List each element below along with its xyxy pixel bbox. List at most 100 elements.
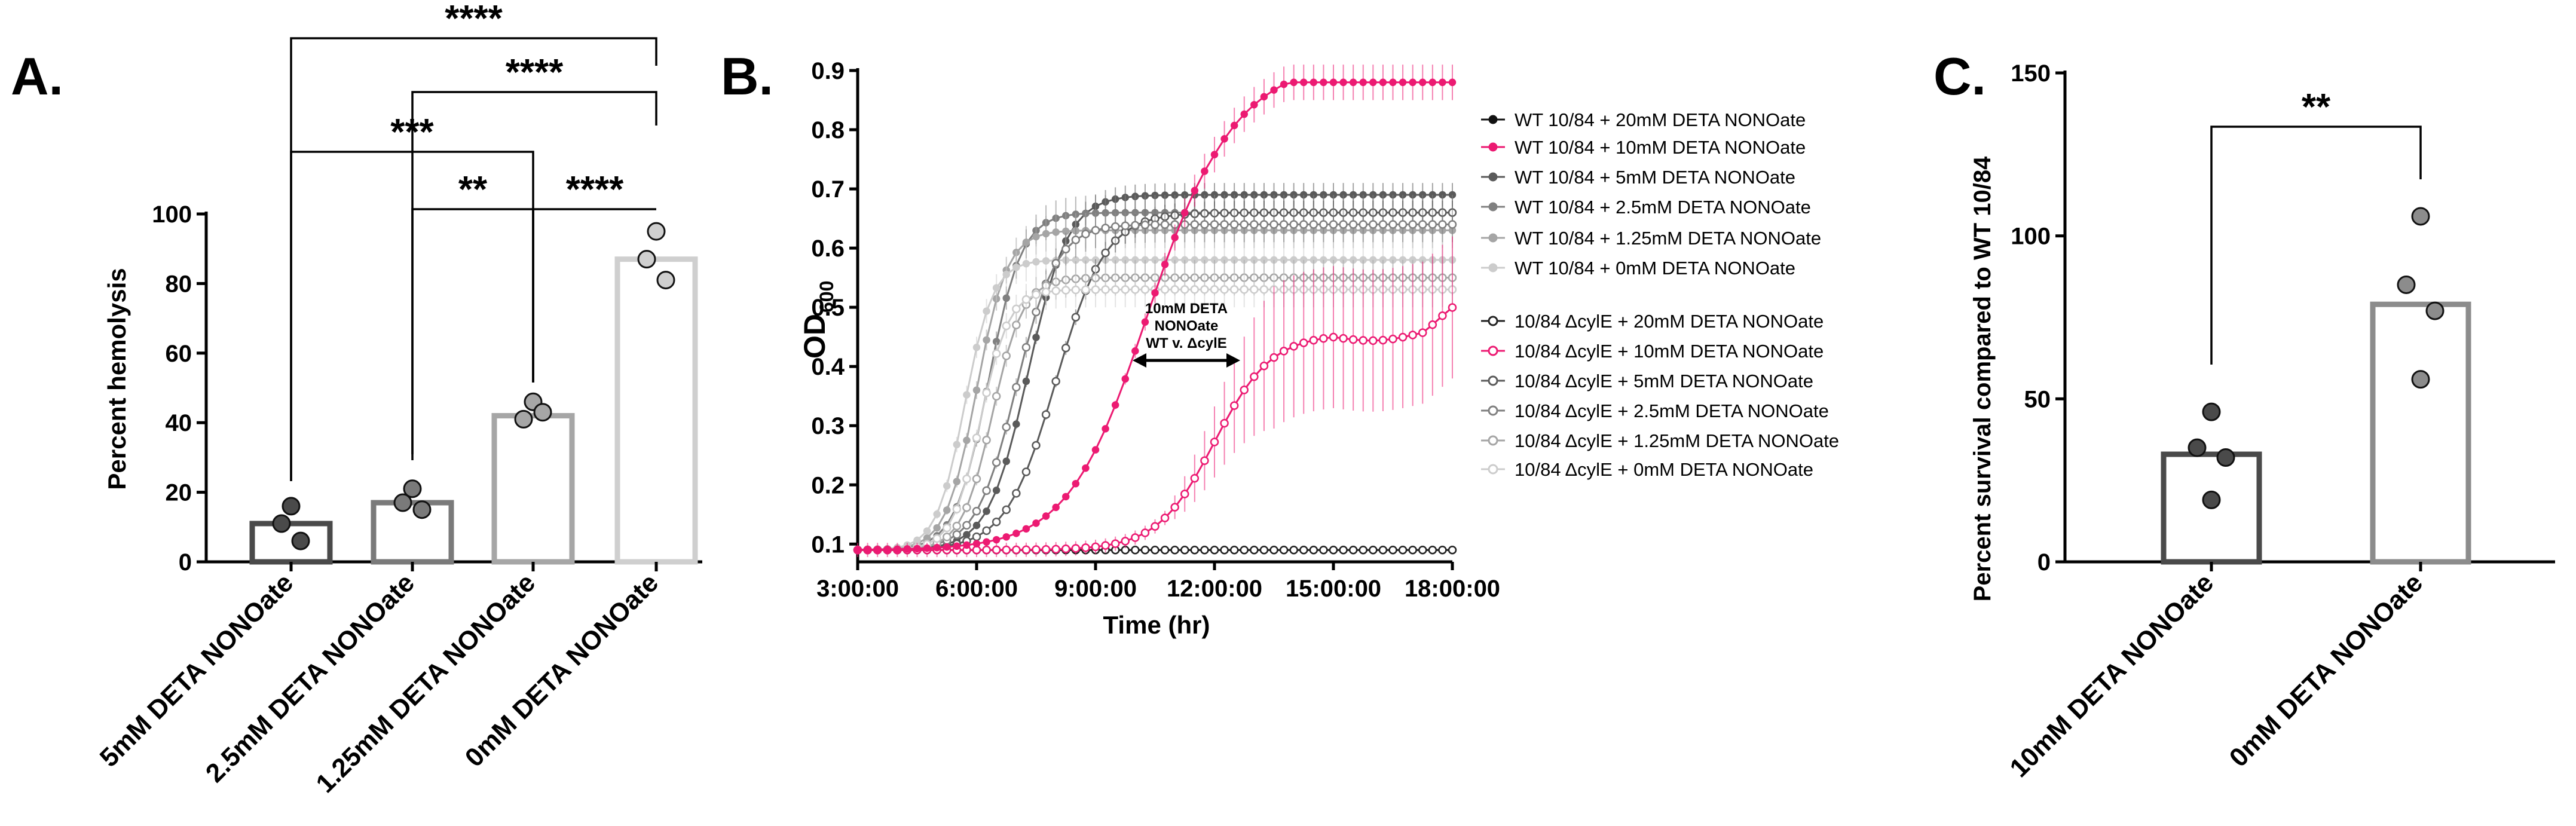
series-marker — [1032, 440, 1041, 450]
series-marker — [992, 487, 1001, 494]
series-marker — [1210, 438, 1219, 446]
data-point — [514, 409, 533, 429]
series-marker — [1052, 503, 1060, 512]
x-tick-label: 6:00:00 — [935, 576, 1018, 602]
y-tick-label: 0.9 — [811, 58, 845, 84]
series-marker — [1051, 377, 1060, 386]
series-marker — [1002, 457, 1010, 466]
series-marker — [1002, 321, 1011, 331]
series-marker — [1052, 228, 1060, 236]
series-marker — [972, 507, 981, 516]
series-marker — [1022, 238, 1030, 246]
series-marker — [1042, 230, 1050, 238]
category-label: 5mM DETA NONOate — [94, 568, 299, 772]
y-tick-label: 0.4 — [811, 354, 845, 380]
series-marker — [1260, 93, 1268, 101]
series-marker — [953, 478, 961, 485]
series-marker — [1081, 230, 1090, 238]
series-marker — [1259, 220, 1269, 229]
legend-item: WT 10/84 + 2.5mM DETA NONOate — [1515, 197, 1811, 218]
data-point — [637, 250, 656, 269]
legend-swatch-marker — [1488, 233, 1498, 243]
series-marker — [1110, 539, 1120, 548]
series-marker — [864, 546, 871, 553]
bar — [614, 256, 698, 565]
series-marker — [992, 545, 1001, 555]
series-marker — [1032, 519, 1040, 527]
series-marker — [1200, 220, 1209, 229]
series-marker — [1398, 332, 1408, 342]
series-marker — [1131, 545, 1140, 555]
series-marker — [1002, 271, 1010, 279]
series-marker — [1418, 328, 1427, 337]
series-marker — [972, 532, 981, 542]
series-marker — [943, 533, 952, 542]
category-label: 1.25mM DETA NONOate — [310, 568, 541, 799]
series-marker — [1269, 353, 1278, 362]
x-tick-label: 9:00:00 — [1054, 576, 1137, 602]
series-marker — [1131, 221, 1140, 230]
series-marker — [1161, 261, 1169, 268]
series-marker — [1229, 545, 1239, 555]
series-marker — [1359, 545, 1367, 555]
legend-item: WT 10/84 + 5mM DETA NONOate — [1515, 167, 1795, 188]
series-marker — [1428, 220, 1437, 229]
series-marker — [982, 526, 991, 536]
series-marker — [1428, 545, 1437, 555]
series-marker — [1190, 220, 1200, 229]
panel-label-b: B. — [721, 47, 773, 106]
series-marker — [1041, 410, 1051, 419]
series-marker — [923, 544, 931, 552]
series-marker — [1110, 285, 1120, 294]
series-marker — [1408, 545, 1417, 555]
series-marker — [1378, 220, 1388, 229]
x-tick-label: 12:00:00 — [1167, 576, 1262, 602]
y-tick-label: 20 — [166, 480, 192, 506]
series-marker — [1290, 78, 1298, 87]
series-marker — [1121, 537, 1130, 546]
series-marker — [1102, 425, 1109, 433]
series-marker — [1160, 545, 1170, 555]
series-marker — [1279, 545, 1289, 555]
data-point — [2216, 448, 2235, 467]
y-tick-label: 0.2 — [811, 472, 845, 498]
series-marker — [1388, 334, 1397, 344]
series-marker — [992, 536, 1001, 544]
series-marker — [1051, 286, 1060, 295]
series-marker — [1021, 467, 1031, 476]
data-point — [282, 497, 301, 516]
panel-b-y-axis-title-subscript: 600 — [816, 281, 837, 313]
series-marker — [1032, 258, 1040, 266]
series-marker — [1210, 220, 1219, 229]
series-marker — [1062, 492, 1070, 501]
series-marker — [1012, 420, 1020, 428]
series-marker — [1329, 78, 1338, 87]
series-marker — [1140, 545, 1150, 555]
legend-item: 10/84 ΔcylE + 5mM DETA NONOate — [1515, 371, 1813, 391]
series-marker — [1359, 78, 1367, 87]
series-marker — [1240, 545, 1249, 555]
series-marker — [1339, 334, 1348, 343]
legend-item: 10/84 ΔcylE + 20mM DETA NONOate — [1515, 311, 1824, 332]
series-marker — [1141, 318, 1149, 326]
y-tick-label: 40 — [166, 410, 192, 436]
bar — [491, 413, 575, 565]
series-marker — [1229, 285, 1239, 294]
series-marker — [1151, 522, 1159, 531]
series-marker — [1299, 220, 1308, 229]
series-marker — [1081, 543, 1090, 552]
series-marker — [943, 524, 952, 533]
significance-label: **** — [445, 0, 503, 39]
series-marker — [1369, 220, 1378, 229]
series-marker — [1190, 285, 1200, 294]
category-label: 10mM DETA NONOate — [2004, 568, 2219, 783]
series-marker — [1279, 220, 1289, 229]
series-marker — [1259, 361, 1269, 371]
panel-label-c: C. — [1933, 47, 1986, 106]
series-marker — [1419, 78, 1427, 87]
series-marker — [1091, 446, 1100, 454]
y-tick-label: 0.7 — [811, 176, 845, 203]
series-marker — [1190, 545, 1200, 555]
